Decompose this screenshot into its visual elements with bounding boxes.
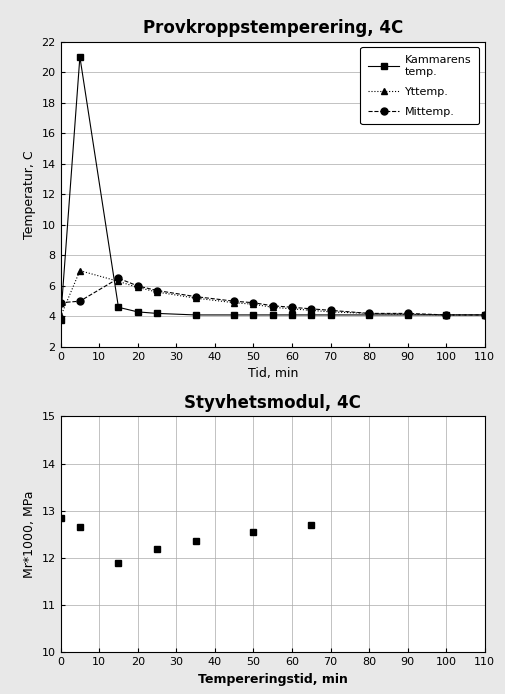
Y-axis label: Temperatur, C: Temperatur, C: [23, 150, 36, 239]
Y-axis label: Mr*1000, MPa: Mr*1000, MPa: [23, 491, 36, 578]
X-axis label: Tid, min: Tid, min: [247, 367, 298, 380]
Legend: Kammarens
temp., Yttemp., Mittemp.: Kammarens temp., Yttemp., Mittemp.: [361, 47, 479, 124]
Title: Styvhetsmodul, 4C: Styvhetsmodul, 4C: [184, 394, 361, 412]
X-axis label: Tempereringstid, min: Tempereringstid, min: [198, 672, 347, 686]
Title: Provkroppstemperering, 4C: Provkroppstemperering, 4C: [142, 19, 403, 37]
